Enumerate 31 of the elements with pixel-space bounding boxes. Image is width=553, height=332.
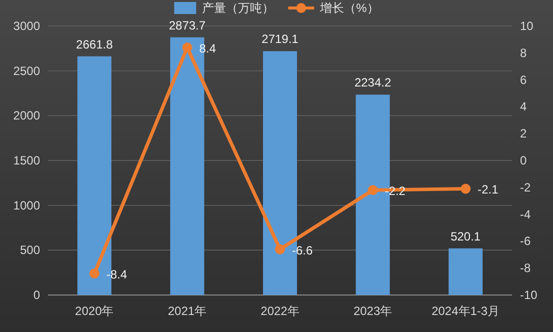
x-tick-label: 2022年 — [260, 304, 300, 318]
y2-tick-label: 4 — [520, 100, 527, 114]
data-label: 2234.2 — [354, 76, 392, 90]
data-label: 2719.1 — [262, 32, 299, 46]
data-label: 2661.8 — [76, 37, 114, 52]
data-label: 520.1 — [450, 229, 481, 244]
y-tick-label: 0 — [33, 288, 40, 302]
y2-tick-label: 2 — [520, 126, 527, 141]
y-tick-label: 2500 — [13, 64, 40, 78]
x-tick-label: 2021年 — [168, 304, 207, 318]
y2-tick-label: 0 — [520, 154, 527, 168]
y2-tick-label: -4 — [520, 207, 531, 222]
y2-tick-label: -10 — [520, 288, 538, 302]
y-tick-label: 1500 — [13, 154, 40, 168]
y2-tick-label: 10 — [520, 19, 534, 33]
x-tick-label: 2023年 — [353, 304, 392, 318]
y2-tick-label: -6 — [520, 234, 531, 248]
data-label: 2873.7 — [168, 18, 206, 32]
y-tick-label: 1000 — [13, 198, 40, 212]
y2-tick-label: -8 — [520, 261, 531, 276]
y-tick-label: 3000 — [13, 19, 40, 33]
legend-label: 增长（%） — [319, 1, 379, 15]
legend-label: 产量（万吨） — [202, 1, 274, 15]
y-tick-label: 2000 — [13, 108, 40, 123]
y2-tick-label: 8 — [520, 46, 527, 60]
data-label: -2.1 — [478, 182, 499, 197]
y2-tick-label: 6 — [520, 72, 527, 87]
x-tick-label: 2020年 — [75, 304, 114, 318]
y2-tick-label: -2 — [520, 180, 531, 194]
x-tick-label: 2024年1-3月 — [432, 304, 500, 318]
y-tick-label: 500 — [20, 243, 40, 258]
